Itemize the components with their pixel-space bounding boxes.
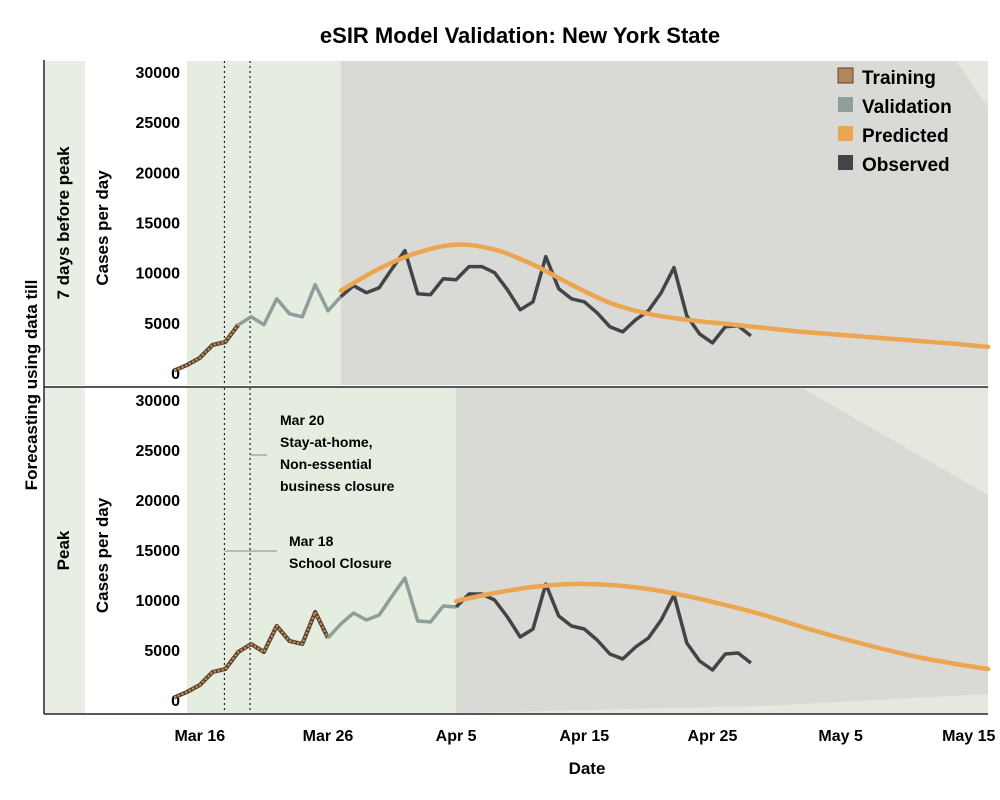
credible-band-upper [802, 388, 988, 495]
y-tick-label: 20000 [136, 493, 181, 510]
y-tick-label: 25000 [136, 443, 181, 460]
y-axis-label: Cases per day [93, 497, 112, 613]
credible-band-lower [456, 694, 988, 713]
annotation-label: Mar 18 [289, 533, 334, 549]
x-tick-label: Mar 26 [303, 728, 354, 745]
training-validation-region [187, 61, 341, 385]
chart-title: eSIR Model Validation: New York State [320, 23, 720, 48]
annotation-label: Stay-at-home, [280, 434, 373, 450]
x-tick-label: Apr 15 [559, 728, 609, 745]
annotation-label: Mar 20 [280, 412, 325, 428]
observed-line [339, 248, 752, 345]
x-tick-label: May 15 [942, 728, 995, 745]
predicted-line [338, 242, 991, 350]
validation-line [237, 282, 343, 327]
legend-label: Predicted [862, 126, 949, 147]
legend-swatch [838, 126, 853, 141]
y-tick-label: 0 [171, 366, 180, 383]
y-tick-label: 25000 [136, 115, 181, 132]
y-tick-label: 15000 [136, 543, 181, 560]
legend: Training Validation Predicted Observed [837, 67, 952, 176]
legend-swatch [838, 97, 853, 112]
row-label: Peak [54, 530, 73, 570]
legend-label: Training [862, 68, 936, 89]
legend-swatch [838, 155, 853, 170]
y-tick-label: 5000 [144, 316, 180, 333]
x-tick-label: May 5 [818, 728, 863, 745]
panel-1: 7 days before peak Cases per day 0 5000 1000… [45, 61, 991, 385]
y-tick-label: 15000 [136, 216, 181, 233]
outer-y-axis-label: Forecasting using data till [22, 280, 41, 491]
y-tick-label: 20000 [136, 165, 181, 182]
y-tick-label: 30000 [136, 393, 181, 410]
y-tick-label: 10000 [136, 593, 181, 610]
validation-line [326, 576, 457, 640]
x-tick-label: Mar 16 [174, 728, 225, 745]
x-axis-label: Date [569, 759, 606, 778]
y-tick-label: 5000 [144, 643, 180, 660]
annotation-label: Non-essential [280, 456, 372, 472]
legend-label: Validation [862, 97, 952, 118]
y-tick-label: 30000 [136, 65, 181, 82]
y-tick-label: 0 [171, 693, 180, 710]
panel-2: Peak Cases per day 0 5000 10000 15000 20000 250… [45, 388, 991, 713]
legend-label: Observed [862, 155, 950, 176]
predicted-line [453, 581, 991, 672]
row-label-strip [45, 388, 85, 713]
forecast-region [340, 61, 988, 385]
panels: 7 days before peak Cases per day 0 5000 1000… [43, 60, 991, 715]
observed-line [454, 582, 752, 672]
x-tick-label: Apr 25 [688, 728, 738, 745]
row-label: 7 days before peak [54, 146, 73, 300]
y-axis-label: Cases per day [93, 170, 112, 286]
annotation-label: School Closure [289, 555, 392, 571]
x-tick-label: Apr 5 [436, 728, 477, 745]
y-tick-label: 10000 [136, 266, 181, 283]
row-label-strip [45, 61, 85, 385]
annotation-label: business closure [280, 478, 395, 494]
legend-swatch [837, 67, 854, 84]
credible-band-upper [955, 61, 988, 108]
training-line [173, 611, 329, 699]
training-line [173, 324, 240, 372]
x-axis: Mar 16 Mar 26 Apr 5 Apr 15 Apr 25 May 5 May 15 [174, 728, 995, 745]
